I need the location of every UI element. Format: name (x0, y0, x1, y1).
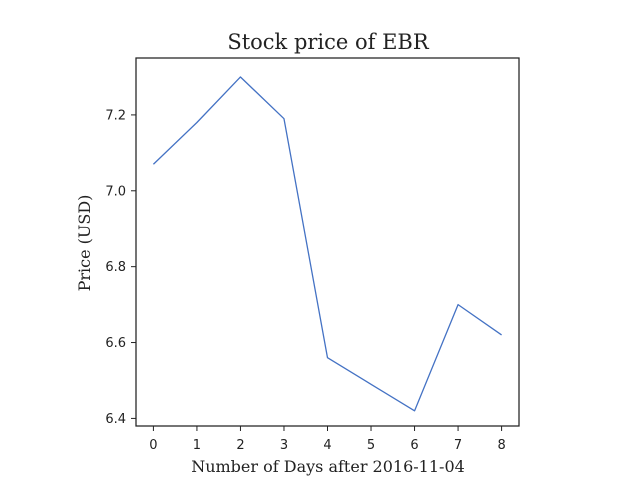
x-tick-label: 8 (497, 438, 505, 453)
x-tick-label: 1 (193, 438, 201, 453)
x-axis: 0 1 2 3 4 5 6 7 8 (149, 426, 506, 453)
series-line-0 (152, 76, 502, 412)
y-tick-label: 7.2 (105, 108, 126, 123)
x-tick-label: 4 (323, 438, 331, 453)
x-tick-label: 0 (149, 438, 157, 453)
x-tick-label: 3 (280, 438, 288, 453)
y-tick-label: 6.8 (105, 260, 126, 275)
x-tick-label: 7 (454, 438, 462, 453)
y-axis: 6.4 6.6 6.8 7.0 7.2 (105, 108, 136, 427)
y-tick-label: 7.0 (105, 184, 126, 199)
y-tick-label: 6.4 (105, 412, 126, 427)
x-axis-label: Number of Days after 2016-11-04 (191, 457, 465, 476)
y-axis-label: Price (USD) (75, 195, 94, 292)
y-tick-label: 6.6 (105, 336, 126, 351)
plot-frame (135, 57, 520, 427)
x-tick-label: 5 (367, 438, 375, 453)
chart-title: Stock price of EBR (227, 30, 430, 54)
x-tick-label: 6 (410, 438, 418, 453)
plot-area (152, 76, 502, 412)
x-tick-label: 2 (236, 438, 244, 453)
